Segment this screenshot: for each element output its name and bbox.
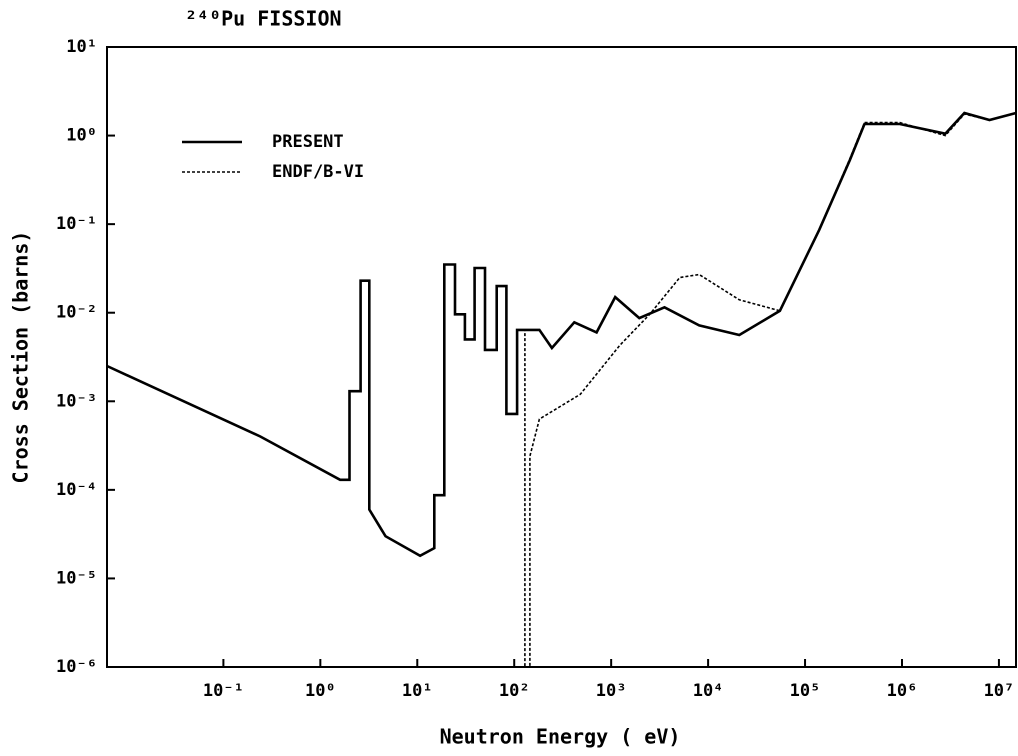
x-tick-label: 10⁷ xyxy=(984,681,1015,701)
y-tick-label: 10⁰ xyxy=(66,126,97,146)
x-tick-label: 10³ xyxy=(596,681,627,701)
x-tick-label: 10⁴ xyxy=(693,681,724,701)
y-tick-label: 10⁻² xyxy=(56,303,97,323)
legend-label: ENDF/B-VI xyxy=(272,162,364,182)
series-line xyxy=(106,112,1017,668)
legend-label: PRESENT xyxy=(272,132,344,152)
x-tick-label: 10⁵ xyxy=(790,681,821,701)
chart-title: ²⁴⁰Pu FISSION xyxy=(185,7,342,31)
plot-frame xyxy=(106,46,1017,668)
x-tick-label: 10¹ xyxy=(402,681,433,701)
y-tick-label: 10⁻¹ xyxy=(56,214,97,234)
x-tick-label: 10² xyxy=(499,681,530,701)
y-tick-label: 10⁻⁴ xyxy=(56,480,97,500)
x-tick-label: 10⁶ xyxy=(887,681,918,701)
y-tick-label: 10¹ xyxy=(66,37,97,57)
y-axis-label: Cross Section (barns) xyxy=(9,231,33,484)
series-line xyxy=(106,111,1017,558)
y-tick-label: 10⁻⁵ xyxy=(56,568,97,588)
x-tick-label: 10⁰ xyxy=(305,681,336,701)
y-tick-label: 10⁻³ xyxy=(56,391,97,411)
x-tick-label: 10⁻¹ xyxy=(203,681,244,701)
x-axis-label: Neutron Energy ( eV) xyxy=(440,725,681,749)
y-tick-label: 10⁻⁶ xyxy=(56,657,97,677)
